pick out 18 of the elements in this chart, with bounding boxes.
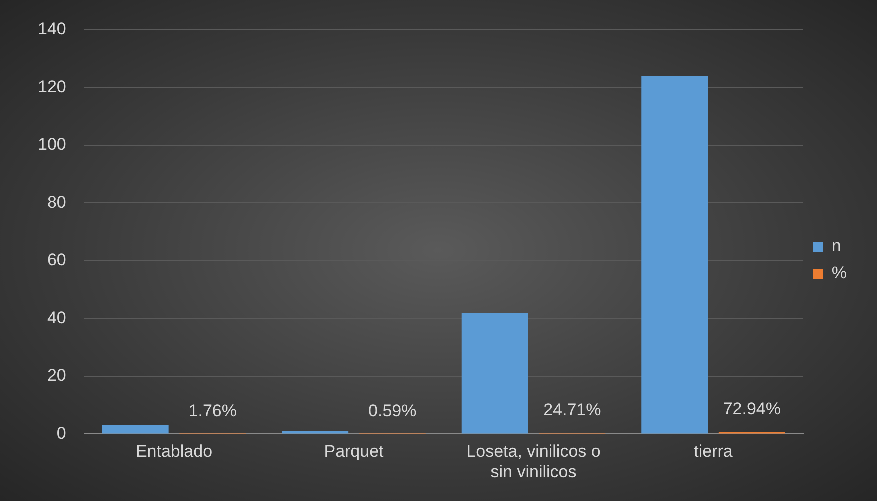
y-tick-label: 60	[47, 250, 66, 270]
y-tick-label: 20	[47, 366, 66, 386]
y-tick-label: 120	[38, 77, 66, 96]
y-tick-label: 100	[38, 135, 66, 154]
legend-label: n	[832, 236, 842, 256]
y-tick-label: 40	[47, 308, 66, 328]
data-label: 0.59%	[368, 401, 417, 420]
legend-label: %	[832, 264, 848, 283]
x-tick-label: Parquet	[324, 442, 384, 462]
y-tick-label: 140	[38, 20, 66, 39]
data-label: 1.76%	[188, 401, 237, 420]
x-tick-label: tierra	[694, 442, 734, 462]
x-tick-label: Loseta, vinilicos o sin vinilicos	[466, 442, 601, 482]
y-tick-label: 0	[56, 424, 66, 443]
data-label: 72.94%	[723, 399, 781, 418]
data-label: 24.71%	[544, 400, 602, 420]
y-tick-label: 80	[47, 192, 66, 212]
x-tick-label: Entablado	[136, 442, 213, 462]
